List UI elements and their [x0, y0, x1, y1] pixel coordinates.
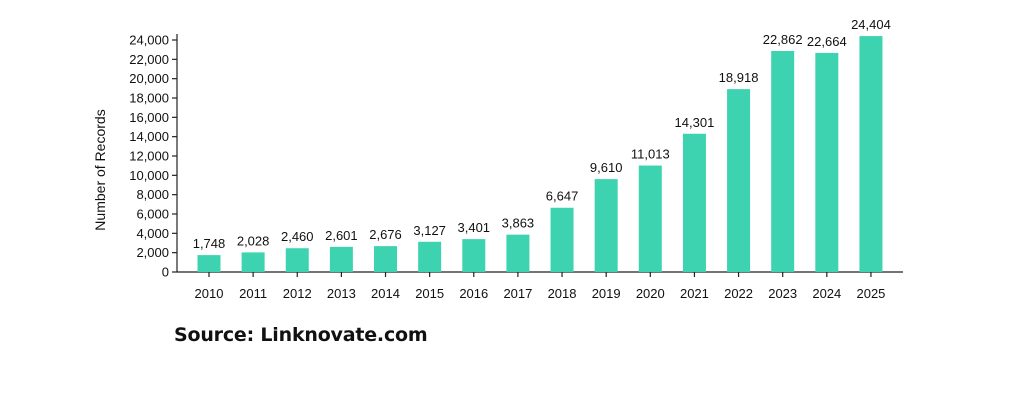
x-tick-label: 2019 [592, 286, 621, 301]
bar [418, 241, 442, 272]
bar-value-label: 2,601 [325, 228, 358, 243]
bar-value-label: 6,647 [546, 189, 579, 204]
bar-value-label: 2,028 [237, 233, 270, 248]
x-tick-label: 2023 [768, 286, 797, 301]
bar [285, 248, 309, 272]
x-tick-label: 2015 [415, 286, 444, 301]
y-tick-label: 16,000 [129, 110, 169, 125]
y-tick-label: 18,000 [129, 91, 169, 106]
x-tick-label: 2014 [371, 286, 400, 301]
x-tick-label: 2025 [856, 286, 885, 301]
y-axis: 0 2,000 4,000 6,000 8,000 10,000 12,000 14,000 1… [129, 33, 178, 280]
bar [550, 207, 574, 272]
bar [771, 51, 795, 272]
bar [815, 52, 839, 272]
x-tick-label: 2017 [503, 286, 532, 301]
y-tick-label: 8,000 [136, 187, 169, 202]
bar [329, 246, 353, 272]
bar [727, 89, 751, 272]
bar-value-label: 1,748 [193, 236, 226, 251]
x-axis: 2010 2011 2012 2013 2014 2015 2016 2017 2018 2019… [177, 271, 903, 301]
y-tick-label: 10,000 [129, 168, 169, 183]
bar [197, 255, 221, 272]
bar [374, 246, 398, 272]
x-tick-label: 2016 [459, 286, 488, 301]
y-tick-label: 2,000 [136, 245, 169, 260]
bar [506, 234, 530, 272]
y-tick-label: 4,000 [136, 226, 169, 241]
bars [197, 36, 883, 272]
bar-value-label: 14,301 [675, 115, 715, 130]
x-tick-label: 2024 [812, 286, 841, 301]
x-tick-label: 2022 [724, 286, 753, 301]
x-tick-label: 2010 [195, 286, 224, 301]
bar-value-label: 2,460 [281, 229, 314, 244]
bar-value-label: 18,918 [719, 70, 759, 85]
x-tick-label: 2018 [548, 286, 577, 301]
x-tick-label: 2011 [239, 286, 267, 301]
x-tick-label: 2021 [680, 286, 709, 301]
bar-value-label: 11,013 [631, 147, 670, 162]
y-tick-label: 12,000 [129, 149, 169, 164]
bar [594, 179, 618, 272]
data-labels: 1,748 2,028 2,460 2,601 2,676 3,127 3,401 3,863… [193, 17, 891, 251]
bar-value-label: 3,127 [413, 223, 446, 238]
bar [462, 239, 486, 272]
y-axis-title: Number of Records [92, 109, 108, 230]
bar-value-label: 24,404 [851, 17, 891, 32]
bar-value-label: 3,863 [502, 216, 535, 231]
bar-value-label: 9,610 [590, 160, 623, 175]
bar-value-label: 3,401 [458, 220, 491, 235]
y-tick-label: 24,000 [129, 33, 169, 48]
source-credit: Source: Linknovate.com [174, 324, 428, 346]
bar [638, 165, 662, 272]
x-tick-label: 2012 [283, 286, 312, 301]
x-tick-label: 2020 [636, 286, 665, 301]
bar-value-label: 22,664 [807, 34, 847, 49]
y-tick-label: 0 [162, 265, 169, 280]
bar-value-label: 2,676 [369, 227, 402, 242]
bar [859, 36, 883, 272]
bar [682, 133, 706, 272]
bar-value-label: 22,862 [763, 32, 803, 47]
y-tick-label: 6,000 [136, 207, 169, 222]
y-tick-label: 22,000 [129, 52, 169, 67]
y-tick-label: 20,000 [129, 71, 169, 86]
x-tick-label: 2013 [327, 286, 356, 301]
y-tick-label: 14,000 [129, 129, 169, 144]
bar [241, 252, 265, 272]
